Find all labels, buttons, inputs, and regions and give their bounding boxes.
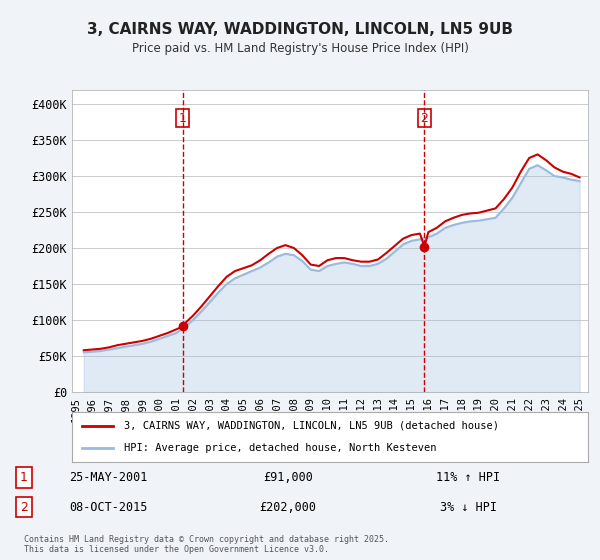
Text: 2: 2 (421, 112, 428, 125)
Text: 3, CAIRNS WAY, WADDINGTON, LINCOLN, LN5 9UB (detached house): 3, CAIRNS WAY, WADDINGTON, LINCOLN, LN5 … (124, 421, 499, 431)
Text: 25-MAY-2001: 25-MAY-2001 (69, 471, 147, 484)
Text: Contains HM Land Registry data © Crown copyright and database right 2025.
This d: Contains HM Land Registry data © Crown c… (24, 535, 389, 554)
Text: 1: 1 (20, 471, 28, 484)
Text: 1: 1 (179, 112, 187, 125)
Text: Price paid vs. HM Land Registry's House Price Index (HPI): Price paid vs. HM Land Registry's House … (131, 42, 469, 55)
Text: 11% ↑ HPI: 11% ↑ HPI (436, 471, 500, 484)
Text: £91,000: £91,000 (263, 471, 313, 484)
Text: £202,000: £202,000 (260, 501, 317, 514)
Text: 3% ↓ HPI: 3% ↓ HPI (439, 501, 497, 514)
Text: 08-OCT-2015: 08-OCT-2015 (69, 501, 147, 514)
Text: 3, CAIRNS WAY, WADDINGTON, LINCOLN, LN5 9UB: 3, CAIRNS WAY, WADDINGTON, LINCOLN, LN5 … (87, 22, 513, 38)
Text: 2: 2 (20, 501, 28, 514)
Text: HPI: Average price, detached house, North Kesteven: HPI: Average price, detached house, Nort… (124, 443, 436, 453)
